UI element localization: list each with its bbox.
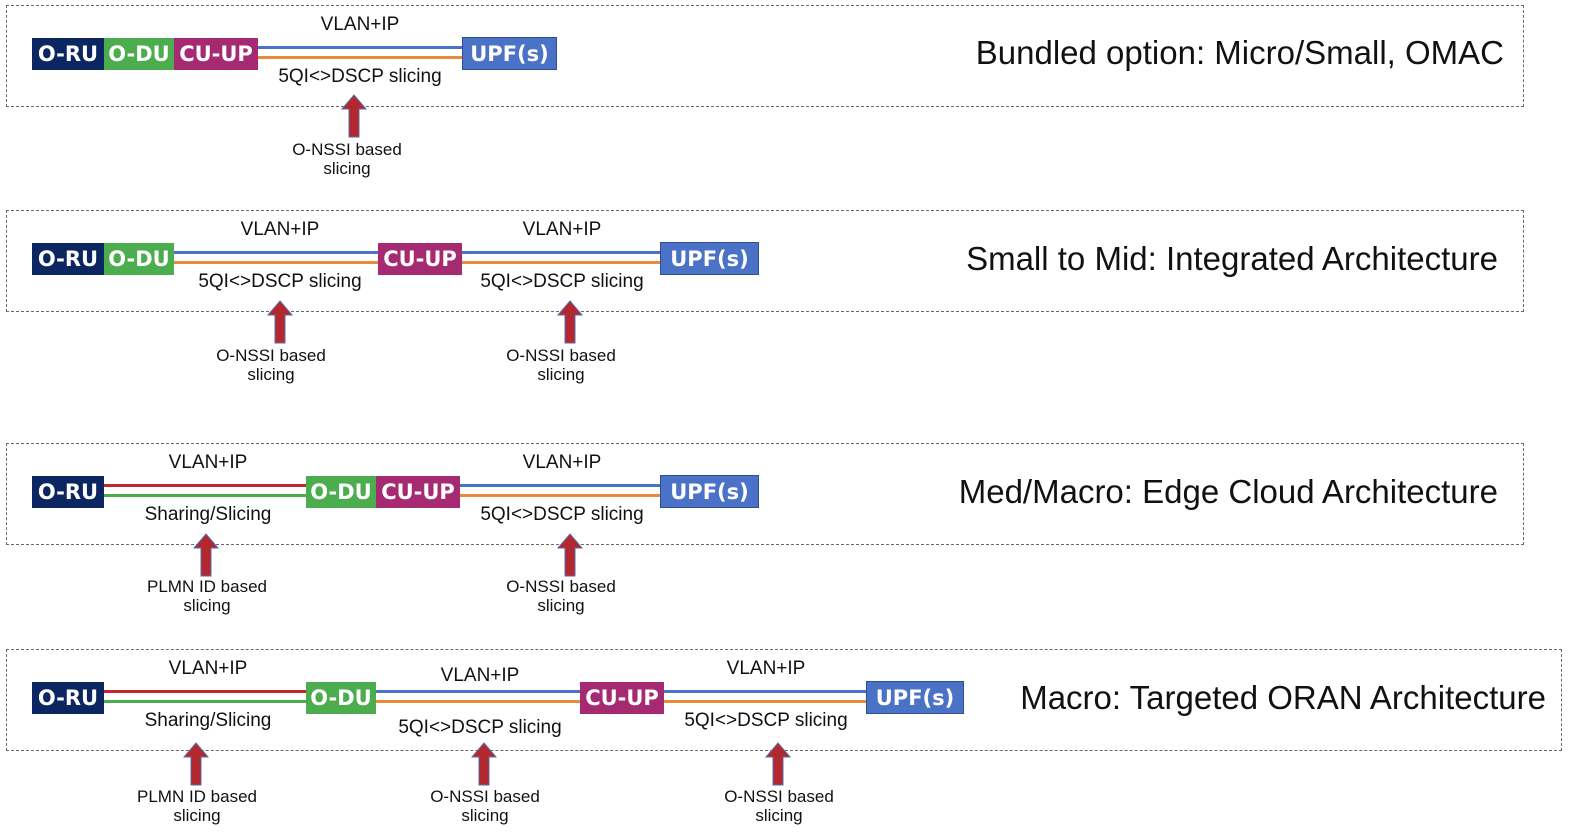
up-arrow-icon	[267, 300, 293, 344]
up-arrow-icon	[183, 742, 209, 786]
node-o-ru: O-RU	[32, 476, 104, 508]
node-o-ru: O-RU	[32, 243, 104, 275]
node-o-ru: O-RU	[32, 38, 104, 70]
up-arrow-icon	[341, 94, 367, 138]
slicing-note: O-NSSI based slicing	[430, 787, 540, 825]
link-line-orange	[376, 700, 580, 703]
link-label-top: VLAN+IP	[522, 452, 602, 473]
link-line-orange	[258, 56, 462, 59]
up-arrow-icon	[557, 300, 583, 344]
node-cu-up: CU-UP	[580, 682, 664, 714]
up-arrow-icon	[193, 533, 219, 577]
node-o-ru: O-RU	[32, 682, 104, 714]
link-line-blue	[174, 251, 378, 254]
node-o-du: O-DU	[306, 682, 376, 714]
link-line-blue	[460, 484, 660, 487]
link-label-bottom: Sharing/Slicing	[144, 710, 272, 731]
link-line-blue	[376, 690, 580, 693]
link-label-top: VLAN+IP	[440, 665, 520, 686]
slicing-note: O-NSSI based slicing	[724, 787, 834, 825]
link-label-bottom: 5QI<>DSCP slicing	[398, 717, 562, 738]
link-label-top: VLAN+IP	[726, 658, 806, 679]
link-label-bottom: 5QI<>DSCP slicing	[198, 271, 362, 292]
slicing-note: O-NSSI based slicing	[292, 140, 402, 178]
link-label-bottom: 5QI<>DSCP slicing	[480, 271, 644, 292]
link-line-orange	[174, 261, 378, 264]
node-o-du: O-DU	[104, 243, 174, 275]
slicing-note: PLMN ID based slicing	[147, 577, 267, 615]
node-upf: UPF(s)	[866, 681, 964, 714]
row-title: Bundled option: Micro/Small, OMAC	[975, 34, 1504, 71]
link-label-top: VLAN+IP	[320, 14, 400, 35]
row-title: Med/Macro: Edge Cloud Architecture	[958, 473, 1498, 510]
link-line-blue	[664, 690, 866, 693]
link-label-bottom: 5QI<>DSCP slicing	[278, 66, 442, 87]
node-cu-up: CU-UP	[174, 38, 258, 70]
row-title: Macro: Targeted ORAN Architecture	[1020, 679, 1546, 716]
link-label-top: VLAN+IP	[168, 658, 248, 679]
row-frame-bundled	[6, 5, 1524, 107]
row-frame-edge-cloud	[6, 443, 1524, 545]
slicing-note: PLMN ID based slicing	[137, 787, 257, 825]
link-line-green	[104, 700, 306, 703]
link-line-green	[104, 494, 306, 497]
link-line-orange	[460, 494, 660, 497]
slicing-note: O-NSSI based slicing	[506, 577, 616, 615]
row-title: Small to Mid: Integrated Architecture	[966, 240, 1498, 277]
link-line-blue	[462, 251, 660, 254]
node-o-du: O-DU	[306, 476, 376, 508]
node-upf: UPF(s)	[462, 37, 557, 70]
node-upf: UPF(s)	[660, 475, 759, 508]
link-line-red	[104, 690, 306, 693]
link-label-top: VLAN+IP	[240, 219, 320, 240]
up-arrow-icon	[765, 742, 791, 786]
link-label-top: VLAN+IP	[168, 452, 248, 473]
link-line-orange	[462, 261, 660, 264]
node-cu-up: CU-UP	[378, 243, 462, 275]
up-arrow-icon	[557, 533, 583, 577]
link-label-bottom: 5QI<>DSCP slicing	[480, 504, 644, 525]
link-label-bottom: 5QI<>DSCP slicing	[684, 710, 848, 731]
link-label-bottom: Sharing/Slicing	[144, 504, 272, 525]
row-frame-integrated	[6, 210, 1524, 312]
node-o-du: O-DU	[104, 38, 174, 70]
link-line-orange	[664, 700, 866, 703]
up-arrow-icon	[471, 742, 497, 786]
link-line-red	[104, 484, 306, 487]
node-cu-up: CU-UP	[376, 476, 460, 508]
node-upf: UPF(s)	[660, 242, 759, 275]
link-line-blue	[258, 46, 462, 49]
slicing-note: O-NSSI based slicing	[506, 346, 616, 384]
slicing-note: O-NSSI based slicing	[216, 346, 326, 384]
link-label-top: VLAN+IP	[522, 219, 602, 240]
